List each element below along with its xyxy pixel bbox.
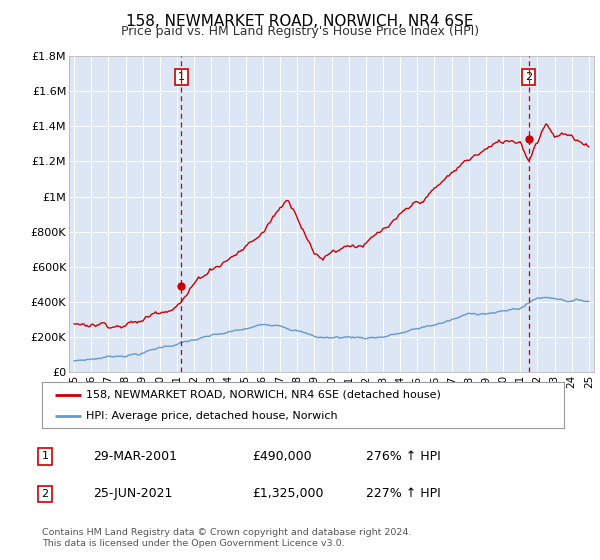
Text: 276% ↑ HPI: 276% ↑ HPI xyxy=(366,450,441,463)
Text: 29-MAR-2001: 29-MAR-2001 xyxy=(93,450,177,463)
Text: Price paid vs. HM Land Registry's House Price Index (HPI): Price paid vs. HM Land Registry's House … xyxy=(121,25,479,38)
Text: Contains HM Land Registry data © Crown copyright and database right 2024.
This d: Contains HM Land Registry data © Crown c… xyxy=(42,528,412,548)
Text: 1: 1 xyxy=(41,451,49,461)
Text: 1: 1 xyxy=(178,72,185,82)
Text: 158, NEWMARKET ROAD, NORWICH, NR4 6SE: 158, NEWMARKET ROAD, NORWICH, NR4 6SE xyxy=(126,14,474,29)
Text: £1,325,000: £1,325,000 xyxy=(252,487,323,501)
Text: 25-JUN-2021: 25-JUN-2021 xyxy=(93,487,172,501)
Text: 227% ↑ HPI: 227% ↑ HPI xyxy=(366,487,441,501)
Text: 2: 2 xyxy=(41,489,49,499)
Text: 158, NEWMARKET ROAD, NORWICH, NR4 6SE (detached house): 158, NEWMARKET ROAD, NORWICH, NR4 6SE (d… xyxy=(86,390,441,400)
Text: £490,000: £490,000 xyxy=(252,450,311,463)
Text: HPI: Average price, detached house, Norwich: HPI: Average price, detached house, Norw… xyxy=(86,411,338,421)
Text: 2: 2 xyxy=(525,72,532,82)
